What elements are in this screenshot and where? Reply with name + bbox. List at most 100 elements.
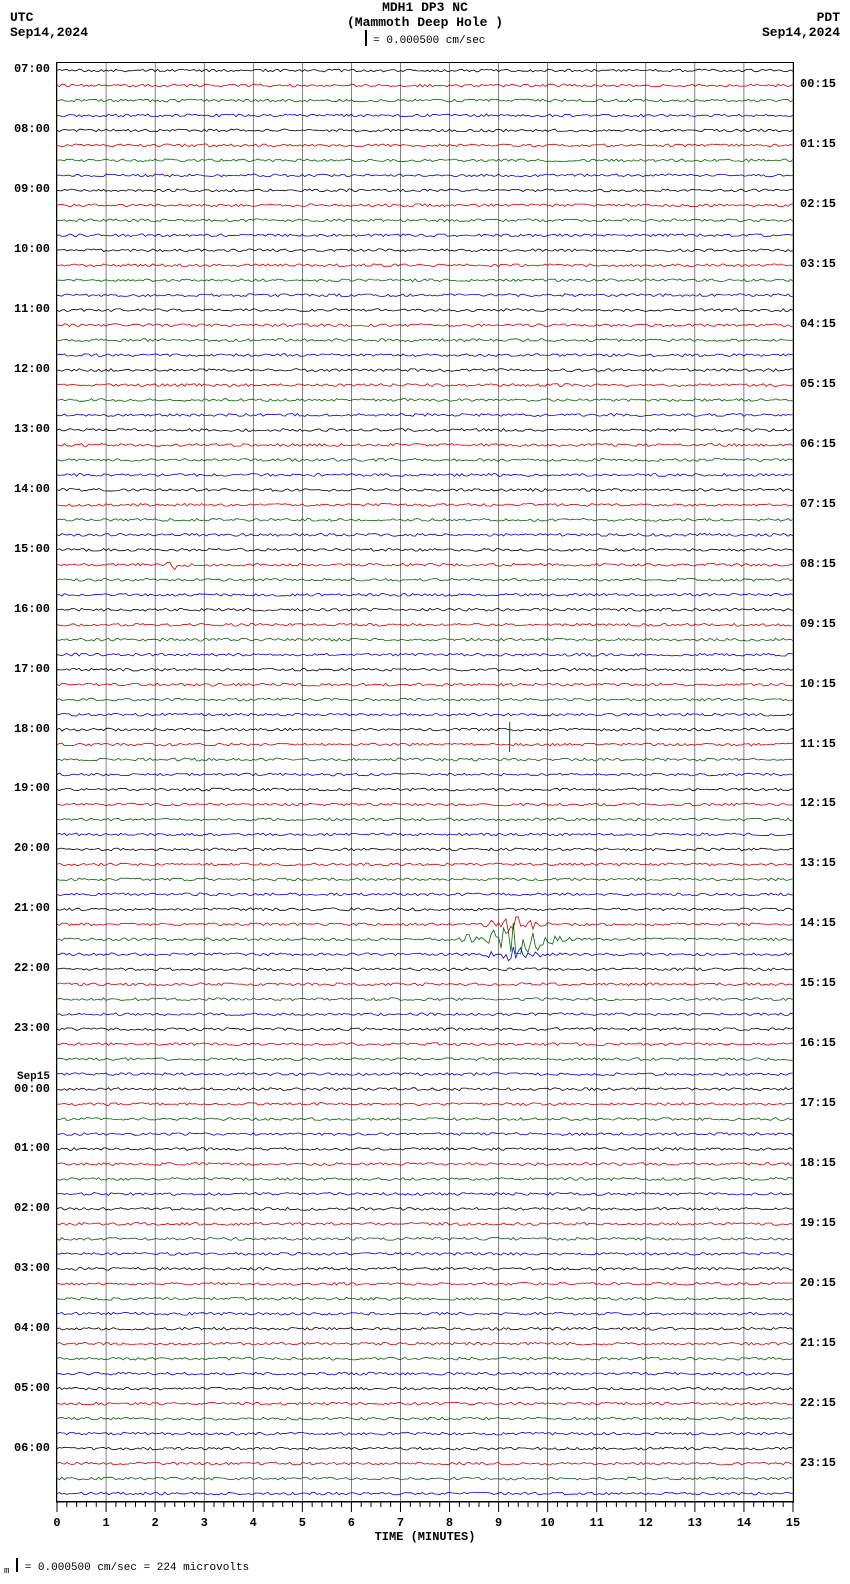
- footer-scale-bar-icon: [16, 1558, 18, 1572]
- seismogram-page: UTC Sep14,2024 PDT Sep14,2024 MDH1 DP3 N…: [0, 0, 850, 1584]
- pdt-label: 08:15: [800, 558, 850, 570]
- pdt-label: 14:15: [800, 917, 850, 929]
- utc-label: Sep1500:00: [0, 1072, 50, 1095]
- pdt-label: 21:15: [800, 1337, 850, 1349]
- x-tick-label: 3: [201, 1516, 208, 1530]
- utc-time: 04:00: [0, 1322, 50, 1334]
- pdt-label: 23:15: [800, 1457, 850, 1469]
- utc-time: 12:00: [0, 363, 50, 375]
- x-tick-label: 8: [446, 1516, 453, 1530]
- x-tick-label: 15: [786, 1516, 800, 1530]
- utc-time: 11:00: [0, 303, 50, 315]
- x-tick-label: 10: [540, 1516, 554, 1530]
- pdt-label: 11:15: [800, 738, 850, 750]
- utc-label: 07:00: [0, 63, 50, 75]
- utc-label: 17:00: [0, 663, 50, 675]
- tz-right-name: PDT: [762, 10, 840, 25]
- x-tick-label: 12: [639, 1516, 653, 1530]
- x-tick-label: 11: [590, 1516, 604, 1530]
- utc-time: 01:00: [0, 1142, 50, 1154]
- helicorder-svg: [57, 63, 793, 1501]
- x-tick-label: 0: [53, 1516, 60, 1530]
- utc-label: 02:00: [0, 1202, 50, 1214]
- utc-time: 13:00: [0, 423, 50, 435]
- utc-label: 05:00: [0, 1382, 50, 1394]
- pdt-label: 06:15: [800, 438, 850, 450]
- utc-time: 03:00: [0, 1262, 50, 1274]
- utc-time: 08:00: [0, 123, 50, 135]
- utc-time: 21:00: [0, 902, 50, 914]
- pdt-label: 05:15: [800, 378, 850, 390]
- utc-label: 21:00: [0, 902, 50, 914]
- x-axis-ticks: [56, 1502, 794, 1516]
- utc-time: 20:00: [0, 842, 50, 854]
- utc-label: 15:00: [0, 543, 50, 555]
- scale-bar-icon: [365, 30, 367, 46]
- tz-left-name: UTC: [10, 10, 88, 25]
- utc-label: 08:00: [0, 123, 50, 135]
- utc-label: 09:00: [0, 183, 50, 195]
- utc-time: 19:00: [0, 782, 50, 794]
- utc-time: 06:00: [0, 1442, 50, 1454]
- pdt-label: 20:15: [800, 1277, 850, 1289]
- utc-time: 23:00: [0, 1022, 50, 1034]
- scale-indicator: = 0.000500 cm/sec: [0, 32, 850, 48]
- station-subtitle: (Mammoth Deep Hole ): [0, 15, 850, 30]
- utc-label: 20:00: [0, 842, 50, 854]
- utc-label: 06:00: [0, 1442, 50, 1454]
- pdt-label: 02:15: [800, 198, 850, 210]
- utc-label: 12:00: [0, 363, 50, 375]
- x-tick-label: 2: [152, 1516, 159, 1530]
- utc-time: 07:00: [0, 63, 50, 75]
- x-axis-title: TIME (MINUTES): [56, 1530, 794, 1544]
- utc-label: 18:00: [0, 723, 50, 735]
- utc-time: 05:00: [0, 1382, 50, 1394]
- utc-label: 03:00: [0, 1262, 50, 1274]
- utc-label: 22:00: [0, 962, 50, 974]
- pdt-label: 13:15: [800, 857, 850, 869]
- utc-time: 02:00: [0, 1202, 50, 1214]
- pdt-label: 12:15: [800, 797, 850, 809]
- utc-time: 09:00: [0, 183, 50, 195]
- utc-time: 10:00: [0, 243, 50, 255]
- pdt-label: 16:15: [800, 1037, 850, 1049]
- footer-text-after: 224 microvolts: [157, 1562, 249, 1574]
- pdt-time-labels: 00:1501:1502:1503:1504:1505:1506:1507:15…: [796, 62, 850, 1502]
- pdt-label: 10:15: [800, 678, 850, 690]
- tz-left: UTC Sep14,2024: [10, 10, 88, 40]
- x-tick-label: 14: [737, 1516, 751, 1530]
- utc-time: 17:00: [0, 663, 50, 675]
- x-tick-label: 6: [348, 1516, 355, 1530]
- header: UTC Sep14,2024 PDT Sep14,2024 MDH1 DP3 N…: [0, 0, 850, 58]
- utc-label: 13:00: [0, 423, 50, 435]
- x-tick-label: 9: [495, 1516, 502, 1530]
- pdt-label: 19:15: [800, 1217, 850, 1229]
- pdt-label: 01:15: [800, 138, 850, 150]
- utc-label: 16:00: [0, 603, 50, 615]
- tz-left-date: Sep14,2024: [10, 25, 88, 40]
- utc-time: 14:00: [0, 483, 50, 495]
- utc-label: 01:00: [0, 1142, 50, 1154]
- pdt-label: 09:15: [800, 618, 850, 630]
- pdt-label: 22:15: [800, 1397, 850, 1409]
- utc-label: 10:00: [0, 243, 50, 255]
- x-tick-label: 5: [299, 1516, 306, 1530]
- x-tick-label: 13: [688, 1516, 702, 1530]
- tz-right-date: Sep14,2024: [762, 25, 840, 40]
- utc-label: 19:00: [0, 782, 50, 794]
- x-tick-label: 1: [102, 1516, 109, 1530]
- utc-time: 18:00: [0, 723, 50, 735]
- footer-text-before: = 0.000500 cm/sec =: [18, 1562, 157, 1574]
- pdt-label: 07:15: [800, 498, 850, 510]
- utc-label: 11:00: [0, 303, 50, 315]
- tz-right: PDT Sep14,2024: [762, 10, 840, 40]
- utc-label: 23:00: [0, 1022, 50, 1034]
- scale-text: = 0.000500 cm/sec: [367, 35, 486, 47]
- utc-time: 00:00: [0, 1083, 50, 1095]
- pdt-label: 00:15: [800, 78, 850, 90]
- helicorder-chart: [56, 62, 794, 1502]
- footer-scale: m = 0.000500 cm/sec = 224 microvolts: [4, 1560, 249, 1576]
- pdt-label: 03:15: [800, 258, 850, 270]
- utc-label: 04:00: [0, 1322, 50, 1334]
- pdt-label: 17:15: [800, 1097, 850, 1109]
